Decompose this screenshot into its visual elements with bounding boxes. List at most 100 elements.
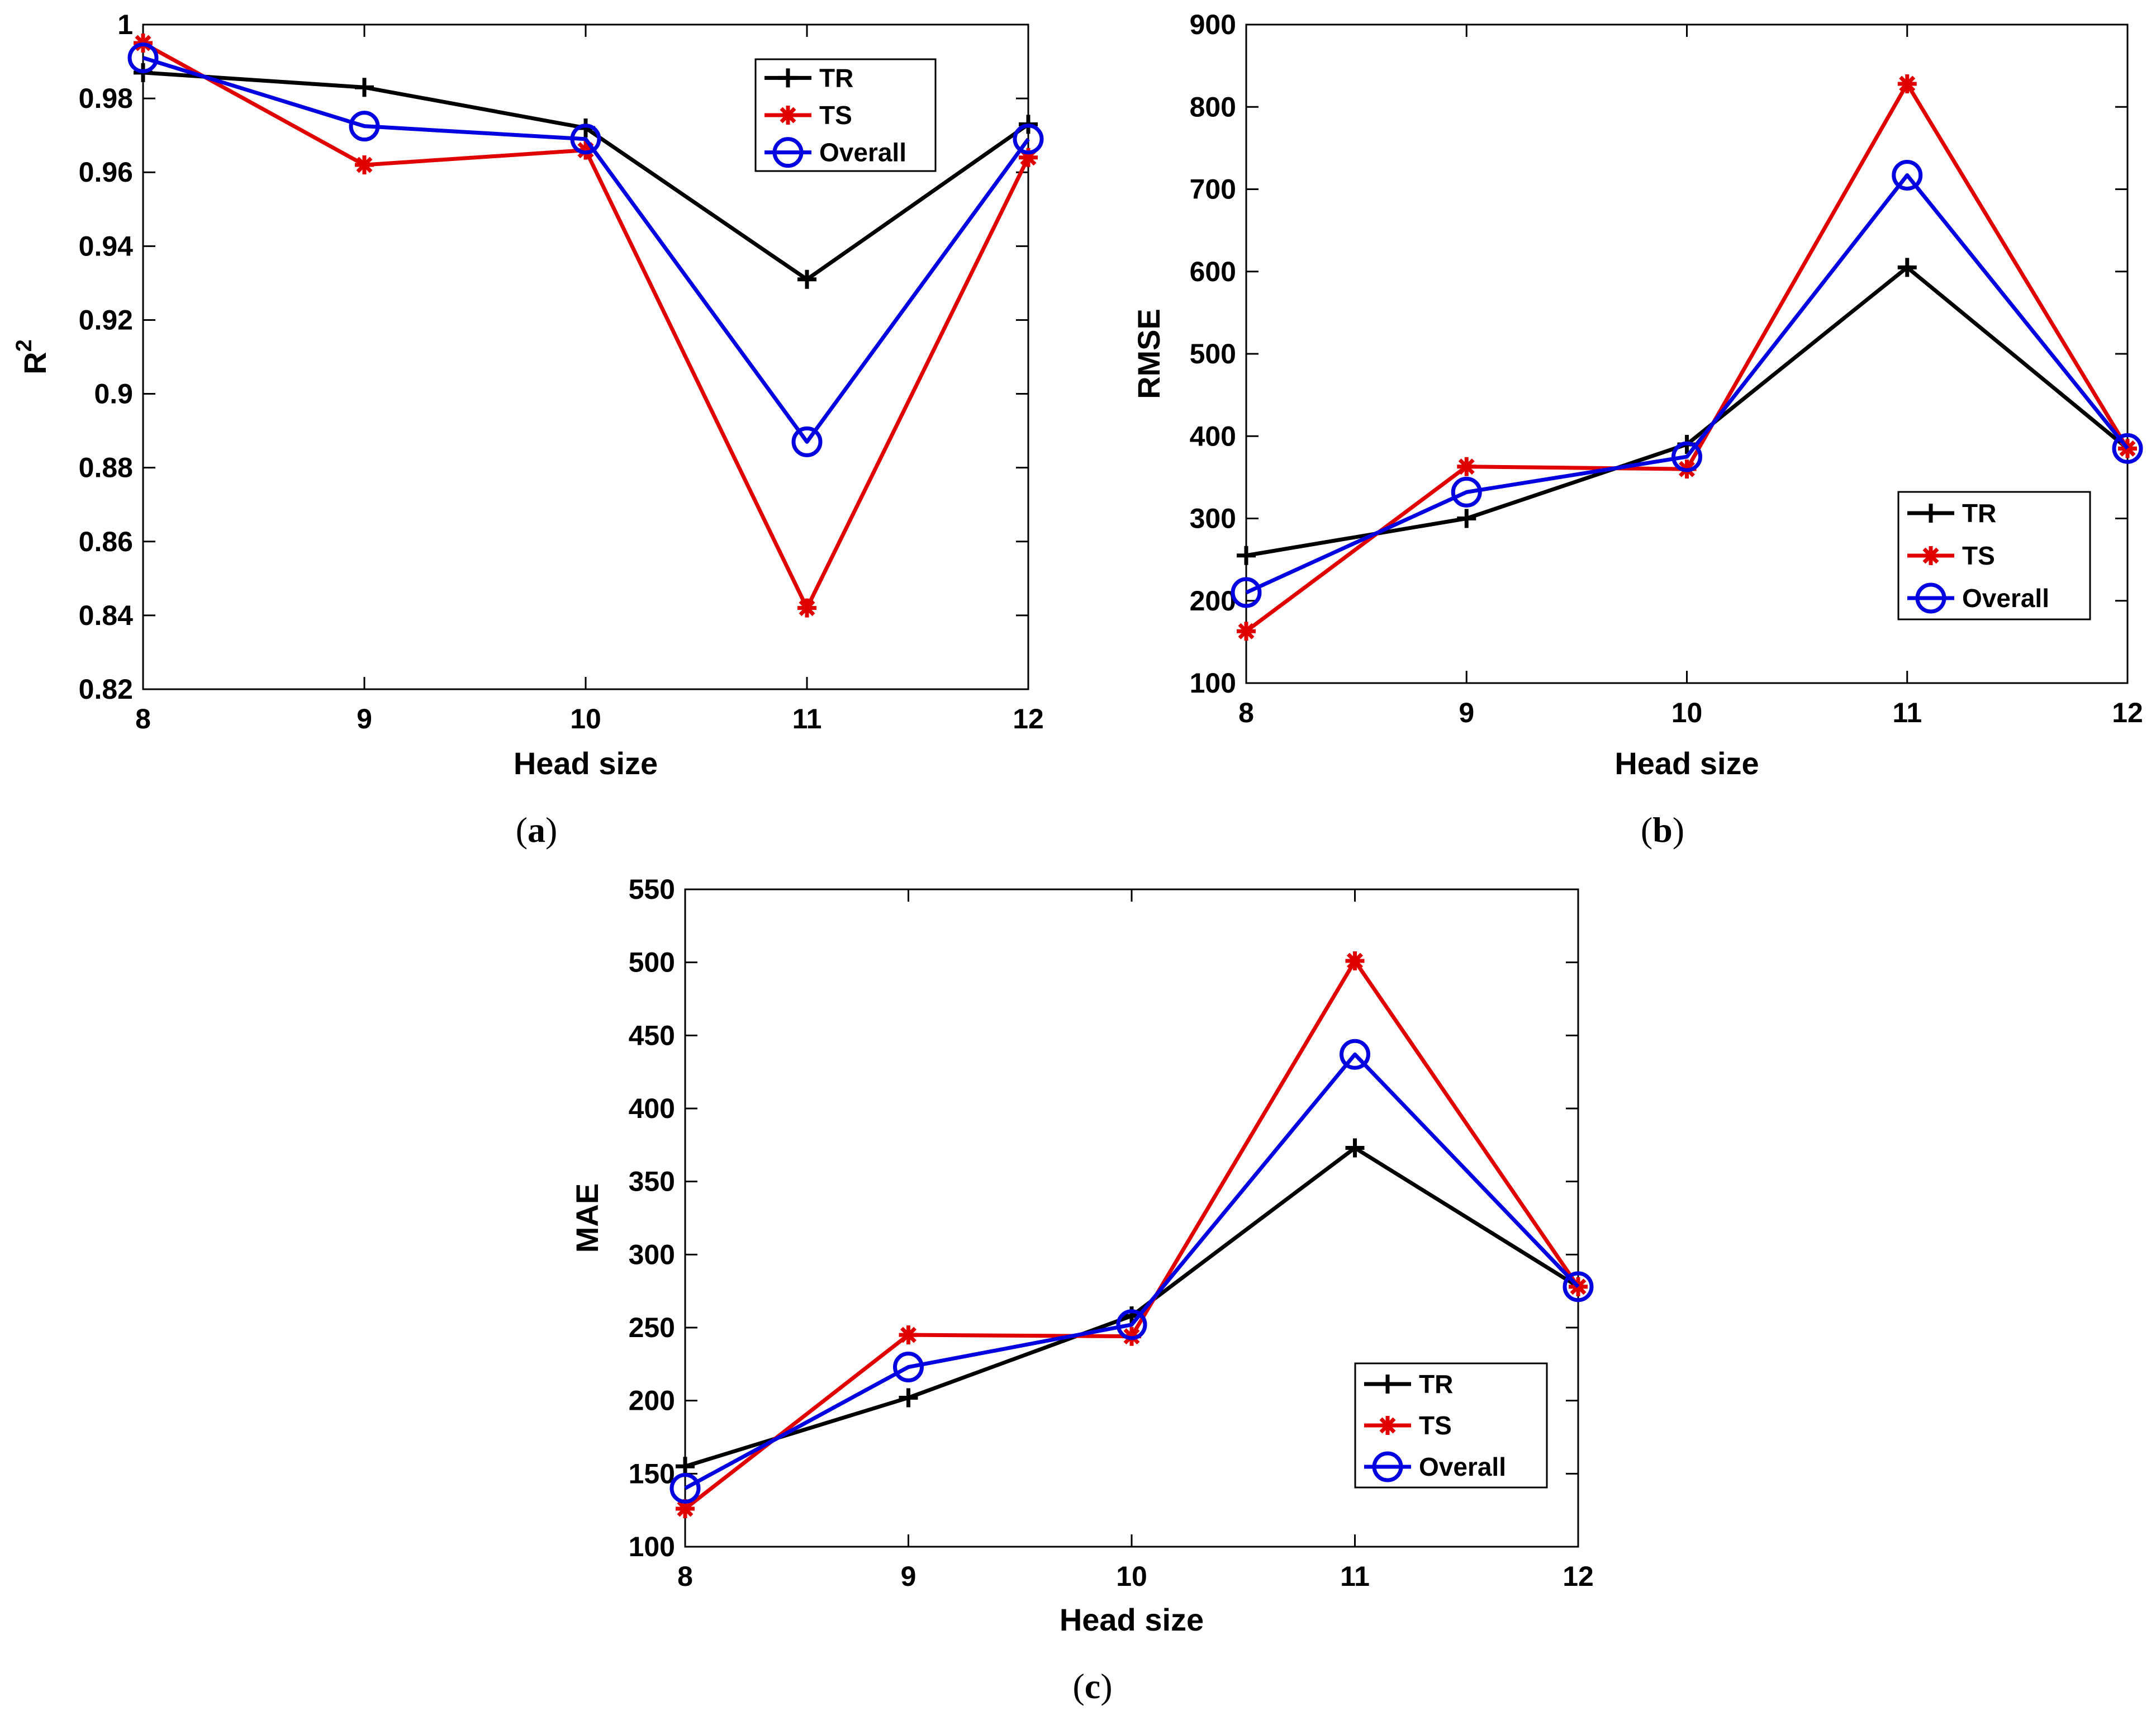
series-overall <box>669 1039 1594 1504</box>
legend-item-ts: TS <box>1907 541 1995 570</box>
data-point-tr <box>676 1457 695 1476</box>
legend-marker <box>1378 1375 1397 1394</box>
x-axis-label: Head size <box>1060 1602 1204 1637</box>
panel-caption-part: b <box>1652 810 1673 850</box>
legend-item-tr: TR <box>1907 499 1996 528</box>
chart-b: 100 200 300 400 500 600 700 800 900 8 9 10 11 12 Head … <box>1131 9 2143 850</box>
panel-caption-part: ) <box>1100 1666 1112 1706</box>
data-point-ts-arm <box>356 157 373 173</box>
data-point-ts <box>1237 622 1256 641</box>
data-point-ts <box>1897 74 1917 94</box>
x-tick-label: 8 <box>1238 697 1254 728</box>
data-point-overall <box>1116 1309 1147 1340</box>
y-tick-label: 400 <box>629 1093 675 1124</box>
legend-label: Overall <box>819 138 906 167</box>
data-point-ts <box>797 598 816 618</box>
y-tick-label: 0.94 <box>79 230 134 262</box>
y-tick-label: 350 <box>629 1166 675 1197</box>
legend-marker-arm <box>1379 1417 1396 1434</box>
y-tick-label: 0.84 <box>79 600 134 631</box>
data-point-ts-arm <box>1899 75 1916 92</box>
data-point-ts <box>1457 457 1476 476</box>
series-overall <box>127 42 1044 457</box>
y-tick-label: 150 <box>629 1458 675 1489</box>
y-tick-label: 0.96 <box>79 157 133 188</box>
chart-a: 0.82 0.84 0.86 0.88 0.9 0.92 0.94 0.96 0.98 1 8 9 10… <box>12 9 1044 850</box>
legend-marker <box>1921 546 1940 565</box>
panel-caption: (b) <box>1641 810 1684 850</box>
legend: TR TS Overall <box>1897 491 2091 620</box>
series-line-overall <box>142 56 1030 444</box>
y-axis-label-text: RMSE <box>1131 309 1166 399</box>
x-tick-label: 10 <box>1116 1561 1147 1592</box>
x-tick-label: 11 <box>792 703 822 735</box>
x-tick-label: 10 <box>1671 697 1703 728</box>
y-tick-label: 400 <box>1190 420 1236 452</box>
y-tick-label: 250 <box>629 1312 675 1343</box>
series-line-overall <box>684 1052 1580 1490</box>
legend-marker-arm <box>780 107 796 124</box>
y-tick-label: 0.9 <box>94 378 133 410</box>
legend: TR TS Overall <box>1354 1362 1548 1489</box>
data-point-overall <box>1013 124 1044 155</box>
legend-marker-arm <box>1922 547 1939 564</box>
panel-caption: (c) <box>1072 1666 1112 1706</box>
x-tick-label: 12 <box>1013 703 1044 735</box>
legend-marker <box>778 106 797 125</box>
y-axis-label: RMSE <box>1131 309 1166 399</box>
data-point-overall <box>1451 476 1482 508</box>
data-point-ts-arm <box>677 1500 694 1517</box>
data-point-overall <box>1892 159 1923 191</box>
data-point-overall <box>1671 441 1702 472</box>
data-point-overall <box>349 111 380 142</box>
legend-marker <box>1915 582 1946 614</box>
y-tick-label: 0.92 <box>79 304 133 335</box>
data-point-overall <box>791 426 823 457</box>
panel-caption-part: ( <box>516 810 528 850</box>
legend-marker <box>772 137 804 168</box>
y-tick-label: 0.88 <box>79 452 133 484</box>
legend-marker <box>1921 504 1940 523</box>
data-point-overall <box>2112 433 2143 464</box>
y-tick-label: 300 <box>629 1239 675 1270</box>
series-overall <box>1231 159 2143 608</box>
x-tick-label: 9 <box>901 1561 916 1592</box>
panel-caption-part: ( <box>1641 810 1652 850</box>
panel-caption-part: ( <box>1072 1666 1084 1706</box>
legend-item-overall: Overall <box>1364 1451 1506 1482</box>
legend-marker <box>1378 1416 1397 1435</box>
y-axis-label-superscript: 2 <box>12 339 36 352</box>
x-tick-label: 10 <box>570 703 601 735</box>
data-point-overall <box>1563 1271 1594 1302</box>
data-point-tr <box>899 1388 918 1408</box>
y-tick-label: 550 <box>629 874 675 905</box>
legend-item-tr: TR <box>1364 1370 1453 1399</box>
data-point-tr <box>1457 509 1476 528</box>
y-tick-label: 0.82 <box>79 674 133 705</box>
data-point-overall <box>669 1472 701 1504</box>
legend-item-overall: Overall <box>764 137 906 168</box>
data-point-overall <box>1340 1039 1370 1070</box>
y-tick-label: 100 <box>629 1531 675 1562</box>
legend-label: Overall <box>1419 1452 1506 1481</box>
y-tick-label: 600 <box>1190 256 1236 287</box>
data-point-ts <box>355 155 374 175</box>
y-tick-label: 300 <box>1190 503 1236 534</box>
data-point-overall <box>893 1352 924 1383</box>
data-point-ts <box>1345 951 1365 971</box>
x-tick-label: 12 <box>2112 697 2143 728</box>
data-point-tr <box>1237 546 1256 565</box>
panel-caption-part: ) <box>545 810 557 850</box>
x-tick-label: 12 <box>1563 1561 1594 1592</box>
x-tick-label: 8 <box>135 703 151 735</box>
y-tick-label: 900 <box>1190 9 1236 40</box>
legend-label: Overall <box>1962 584 2049 613</box>
x-tick-label: 9 <box>357 703 372 735</box>
y-tick-label: 500 <box>629 947 675 978</box>
legend-item-ts: TS <box>1364 1411 1452 1440</box>
legend-label: TS <box>1419 1411 1452 1440</box>
legend-item-overall: Overall <box>1907 582 2049 614</box>
legend-marker <box>1372 1451 1403 1482</box>
panel-caption-part: a <box>528 810 545 850</box>
